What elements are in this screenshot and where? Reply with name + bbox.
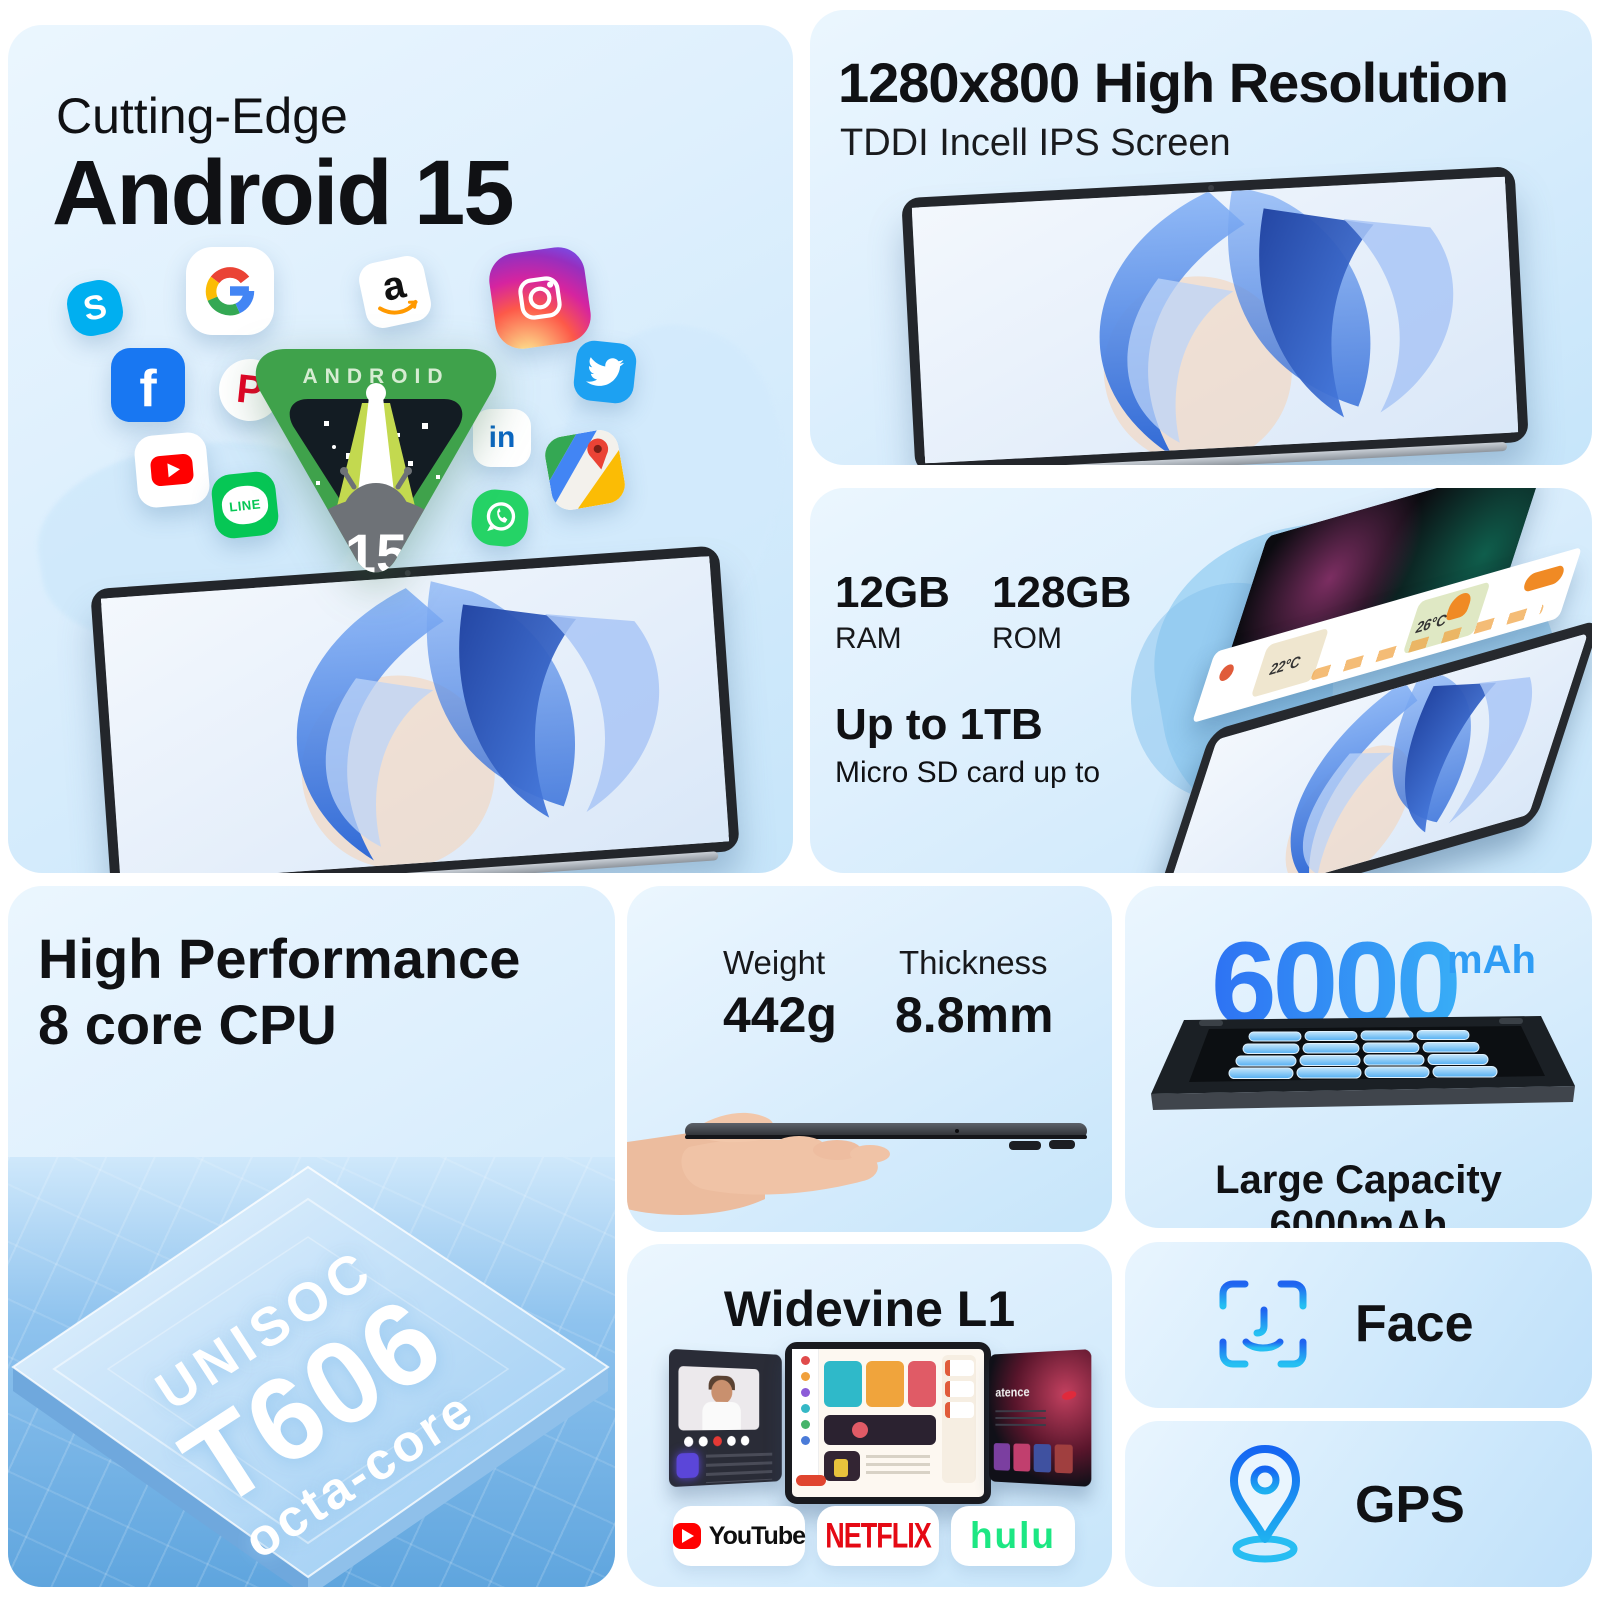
- person-head: [711, 1379, 733, 1405]
- badge-version: 15: [345, 522, 407, 585]
- amazon-icon: a: [355, 252, 435, 332]
- content-banner: [824, 1415, 936, 1445]
- maps-glyph: [542, 427, 628, 513]
- youtube-icon: [132, 430, 212, 510]
- youtube-play-icon: [673, 1523, 701, 1549]
- weight-value: 442g: [723, 987, 837, 1043]
- hulu-logo-text: hulu: [969, 1515, 1057, 1556]
- layered-screens-image: 22°C 26°C: [1102, 488, 1592, 873]
- face-id-icon: [1219, 1280, 1307, 1368]
- card-dimensions: Weight 442g Thickness 8.8mm: [627, 886, 1112, 1232]
- battery-caption: Large Capacity 6000mAh: [1215, 1158, 1502, 1228]
- rom-value: 128GB: [992, 568, 1132, 617]
- card-resolution: 1280x800 High Resolution TDDI Incell IPS…: [810, 10, 1592, 465]
- card-cpu: High Performance 8 core CPU UNISOC T606 …: [8, 886, 615, 1587]
- chat-rows: [705, 1452, 773, 1484]
- skype-glyph: S: [79, 286, 110, 329]
- instagram-icon: [485, 243, 595, 353]
- android-eyebrow: Cutting-Edge: [56, 88, 348, 144]
- thickness-label: Thickness: [899, 944, 1048, 981]
- skype-icon: S: [62, 275, 128, 341]
- hand-holding-tablet-image: [627, 1112, 1087, 1215]
- streaming-screens-image: atence: [627, 1342, 1112, 1504]
- red-button: [796, 1475, 826, 1486]
- sd-expand-title: Up to 1TB: [835, 700, 1043, 749]
- text-lines: [995, 1409, 1046, 1431]
- battery-inside-tablet-image: [1151, 1016, 1575, 1110]
- call-buttons: [684, 1435, 754, 1448]
- movie-caption: atence: [995, 1384, 1030, 1400]
- widget-dot: [1217, 662, 1236, 683]
- content-card-teal: [824, 1361, 862, 1407]
- app-sidebar: [792, 1349, 819, 1483]
- gps-pin-icon: [1230, 1445, 1300, 1563]
- netflix-logo-text: NETFLIX: [825, 1515, 931, 1555]
- resolution-title: 1280x800 High Resolution: [838, 51, 1509, 114]
- tablet-camera-dot: [1207, 184, 1215, 192]
- gps-label: GPS: [1355, 1476, 1465, 1534]
- battery-capacity-unit: mAh: [1447, 938, 1536, 982]
- chip-image: UNISOC T606 octa-core: [8, 1157, 615, 1587]
- tablet-front-image: [90, 545, 740, 873]
- google-g-glyph: [205, 267, 255, 316]
- facebook-icon: f: [111, 348, 185, 422]
- android-title: Android 15: [52, 142, 514, 244]
- twitter-bird-glyph: [585, 357, 624, 386]
- content-card-red: [908, 1361, 936, 1407]
- cpu-title-line2: 8 core CPU: [38, 993, 337, 1056]
- whatsapp-glyph: [486, 502, 516, 532]
- chip-3d-shape: [11, 1165, 610, 1587]
- widget-button: [1521, 563, 1567, 594]
- thickness-value: 8.8mm: [895, 987, 1054, 1043]
- linkedin-glyph: in: [488, 421, 516, 454]
- movie-screen: atence: [988, 1349, 1092, 1487]
- facebook-glyph: f: [139, 360, 157, 418]
- youtube-logo-pill: YouTube: [673, 1506, 806, 1566]
- youtube-logo-text: YouTube: [708, 1521, 806, 1550]
- video-call-screen: [668, 1348, 782, 1488]
- movie-tile: [824, 1451, 860, 1481]
- google-maps-icon: [542, 427, 628, 513]
- card-battery: 6000 mAh Large Capacity 6000mAh: [1125, 886, 1592, 1228]
- app-right-panel: [942, 1355, 976, 1483]
- card-android15: Cutting-Edge Android 15 S a: [8, 25, 793, 873]
- poster-row: [993, 1443, 1086, 1474]
- resolution-subtitle: TDDI Incell IPS Screen: [840, 122, 1231, 164]
- widevine-title: Widevine L1: [723, 1281, 1016, 1337]
- sd-expand-subtitle: Micro SD card up to: [835, 756, 1101, 789]
- face-label: Face: [1355, 1295, 1474, 1353]
- tablet-screen-image: [901, 166, 1529, 465]
- card-face-unlock: Face: [1125, 1242, 1592, 1408]
- twitter-icon: [572, 339, 638, 405]
- badge-brand: ANDROID: [303, 365, 450, 388]
- card-memory: 12GB RAM 128GB ROM Up to 1TB Micro SD ca…: [810, 488, 1592, 873]
- streaming-app-tablet: [785, 1342, 991, 1504]
- android-15-badge: 15 ANDROID: [255, 349, 497, 585]
- card-gps: GPS: [1125, 1421, 1592, 1587]
- content-card-orange: [866, 1361, 904, 1407]
- video-call-frame: [678, 1365, 760, 1431]
- amazon-smile-glyph: [378, 299, 418, 315]
- tablet-wallpaper: [101, 556, 729, 873]
- text-lines: [866, 1455, 930, 1477]
- cpu-title-line1: High Performance: [38, 927, 521, 990]
- amazon-glyph: a: [378, 262, 410, 310]
- hulu-logo-pill: hulu: [951, 1506, 1075, 1566]
- linkedin-icon: in: [473, 409, 531, 467]
- tablet-wallpaper: [912, 177, 1519, 464]
- card-widevine: Widevine L1: [627, 1244, 1112, 1587]
- person-shirt: [702, 1401, 741, 1431]
- rom-label: ROM: [992, 622, 1062, 655]
- netflix-logo-pill: NETFLIX: [817, 1506, 939, 1566]
- google-icon: [186, 247, 274, 335]
- whatsapp-icon: [469, 487, 531, 549]
- cpu-title: High Performance 8 core CPU: [38, 926, 520, 1058]
- ram-label: RAM: [835, 622, 902, 655]
- weight-label: Weight: [723, 944, 826, 981]
- ram-value: 12GB: [835, 568, 950, 617]
- instagram-camera-glyph: [518, 276, 562, 320]
- app-tile: [676, 1452, 699, 1479]
- youtube-play-glyph: [149, 453, 195, 487]
